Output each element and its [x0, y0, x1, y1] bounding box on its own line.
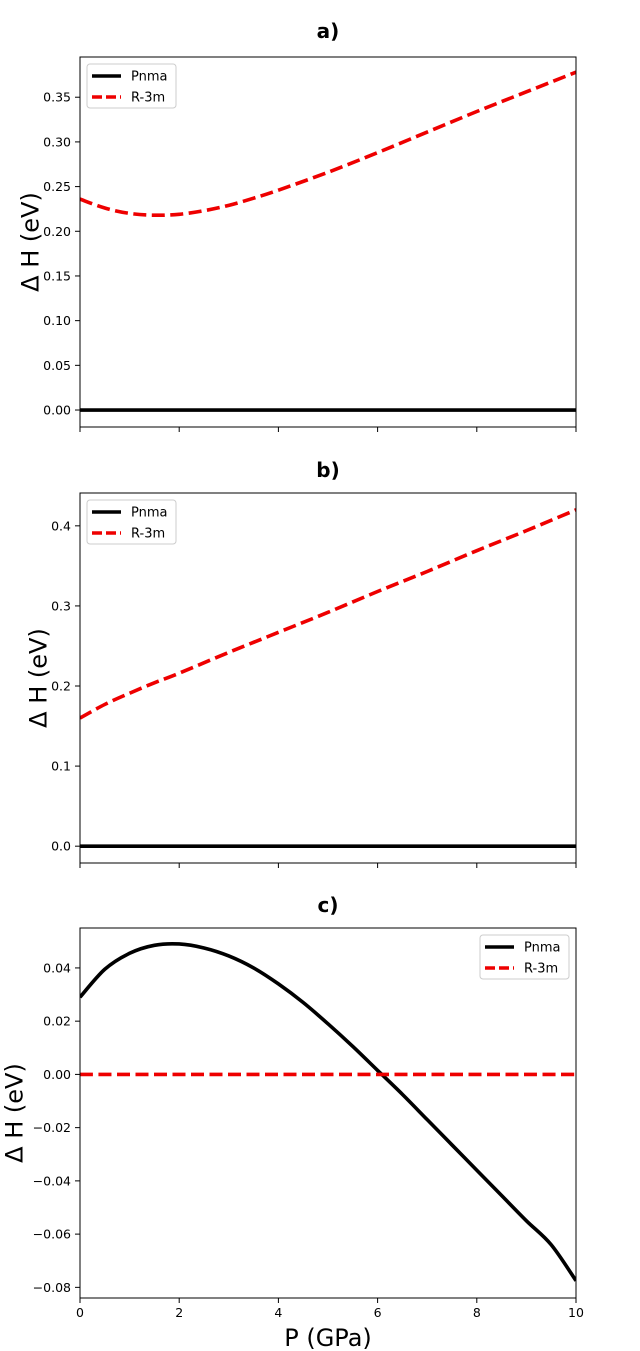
legend-label-pnma: Pnma	[131, 506, 167, 521]
y-tick-label: 0.04	[43, 960, 71, 975]
x-tick-label: 2	[175, 1305, 183, 1320]
legend: Pnma R-3m	[86, 63, 177, 109]
y-tick-label: 0.02	[43, 1014, 71, 1029]
y-tick-label: −0.06	[33, 1227, 71, 1242]
y-tick-label: 0.20	[43, 224, 71, 239]
legend-label-r-3m: R-3m	[131, 527, 165, 542]
plot-frame	[79, 927, 577, 1299]
series-line-pnma	[80, 941, 576, 1282]
panel-b: b) 0.0 0.1 0.2 0.3 0.4 Δ H (eV) Pnma R-3m	[24, 458, 577, 868]
y-axis-label: Δ H (eV)	[16, 192, 44, 292]
y-tick-label: 0.00	[43, 1067, 71, 1082]
plot-frame	[79, 56, 577, 428]
y-tick-label: 0.10	[43, 313, 71, 328]
y-tick-label: 0.35	[43, 90, 71, 105]
x-tick-label: 6	[374, 1305, 382, 1320]
legend-label-pnma: Pnma	[524, 941, 560, 956]
panel-title: c)	[318, 893, 339, 917]
series-line-r-3m	[80, 70, 576, 218]
y-tick-label: 0.4	[51, 518, 71, 533]
y-tick-label: −0.04	[33, 1173, 71, 1188]
plot-frame	[79, 492, 577, 864]
y-tick-label: 0.25	[43, 179, 71, 194]
y-tick-label: 0.2	[51, 679, 71, 694]
y-tick-label: 0.15	[43, 268, 71, 283]
y-tick-label: 0.30	[43, 134, 71, 149]
panel-title: a)	[317, 19, 340, 43]
x-tick-label: 8	[473, 1305, 481, 1320]
legend: Pnma R-3m	[86, 499, 177, 545]
y-tick-label: 0.05	[43, 358, 71, 373]
x-tick-label: 0	[76, 1305, 84, 1320]
y-tick-label: 0.1	[51, 759, 71, 774]
y-tick-label: 0.3	[51, 598, 71, 613]
y-tick-label: 0.0	[51, 839, 71, 854]
legend-label-pnma: Pnma	[131, 70, 167, 85]
panel-title: b)	[316, 458, 339, 482]
panel-a: a) 0.00 0.05 0.10 0.15 0.20 0.25 0.30 0.35 Δ H (e…	[16, 19, 577, 432]
legend-label-r-3m: R-3m	[131, 91, 165, 106]
series-line-r-3m	[80, 508, 576, 720]
y-axis-label: Δ H (eV)	[0, 1063, 28, 1163]
x-tick-label: 10	[568, 1305, 584, 1320]
legend: Pnma R-3m	[479, 934, 570, 980]
x-axis-label: P (GPa)	[284, 1324, 372, 1351]
legend-label-r-3m: R-3m	[524, 962, 558, 977]
x-tick-label: 4	[274, 1305, 282, 1320]
y-tick-label: −0.08	[33, 1280, 71, 1295]
panel-c: c) 0 2 4 6 8 10 −0.08 −0.06 −0.04 −0.02 0.00 0.02 0.0…	[0, 893, 584, 1351]
y-tick-label: −0.02	[33, 1120, 71, 1135]
y-tick-label: 0.00	[43, 403, 71, 418]
y-axis-label: Δ H (eV)	[24, 628, 52, 728]
